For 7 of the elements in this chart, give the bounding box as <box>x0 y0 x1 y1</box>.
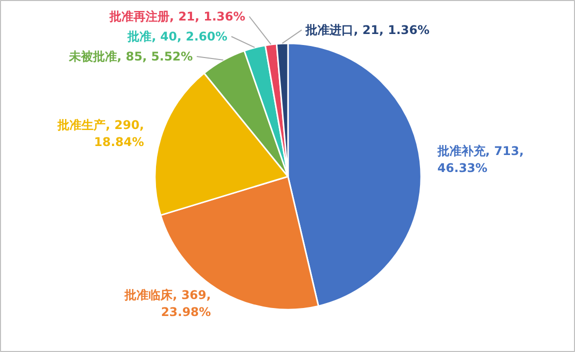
slice-label: 批准进口, 21, 1.36% <box>304 22 430 37</box>
slice-label: 批准临床, 369, 23.98% <box>124 288 211 319</box>
slice-label: 批准再注册, 21, 1.36% <box>108 10 246 24</box>
slice-label: 未被批准, 85, 5.52% <box>68 50 193 64</box>
slice-label: 批准生产, 290, 18.84% <box>56 118 144 149</box>
slice-label: 批准, 40, 2.60% <box>126 30 228 44</box>
slice-label: 批准补充, 713, 46.33% <box>436 144 524 176</box>
